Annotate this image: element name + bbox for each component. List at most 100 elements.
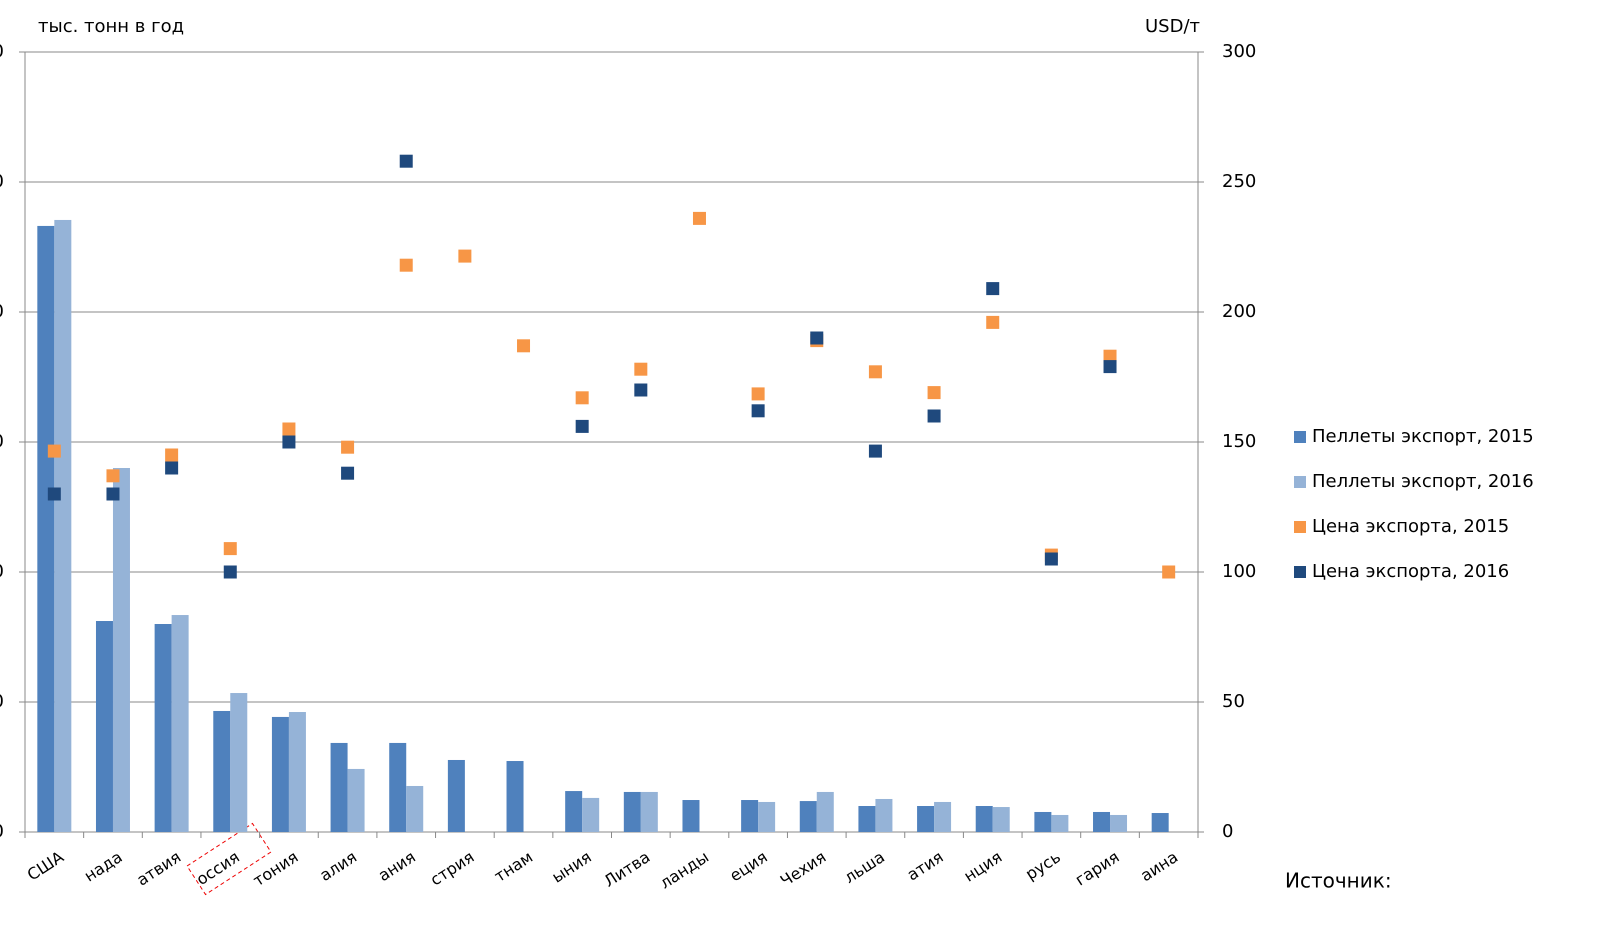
marker <box>810 331 824 345</box>
bar <box>54 219 72 832</box>
bar <box>288 712 306 832</box>
x-tick-label: ыния <box>548 847 595 886</box>
bar <box>875 798 893 832</box>
marker <box>751 404 765 418</box>
bar <box>858 806 876 832</box>
bar <box>741 800 759 832</box>
y-tick-label: 3000 <box>0 431 4 452</box>
marker <box>282 422 296 436</box>
y-tick-label: 4000 <box>0 301 4 322</box>
bar <box>816 791 834 832</box>
x-tick-label: атвия <box>133 847 184 889</box>
highlight-box <box>186 822 272 896</box>
bar <box>389 742 407 832</box>
bar <box>447 759 465 832</box>
bar <box>230 693 248 832</box>
marker <box>47 444 61 458</box>
bar <box>565 791 583 832</box>
bar <box>95 621 113 832</box>
bar <box>917 806 935 832</box>
bar <box>406 785 424 832</box>
x-tick-label: Чехия <box>777 847 830 890</box>
bar <box>758 801 776 832</box>
y2-tick-label: 250 <box>1222 171 1256 192</box>
marker <box>751 387 765 401</box>
bar <box>682 800 700 832</box>
marker <box>634 362 648 376</box>
bar <box>992 807 1010 832</box>
x-tick-label: русь <box>1022 847 1064 884</box>
x-tick-label: США <box>24 847 67 884</box>
x-tick-label: атия <box>904 847 947 884</box>
bar <box>582 797 600 832</box>
marker <box>399 154 413 168</box>
marker <box>458 249 472 263</box>
y2-tick-label: 50 <box>1222 691 1245 712</box>
marker <box>634 383 648 397</box>
marker <box>399 258 413 272</box>
x-tick-label: нада <box>81 847 126 885</box>
marker <box>1044 552 1058 566</box>
bar <box>330 742 348 832</box>
marker <box>165 461 179 475</box>
y-tick-label: 6000 <box>0 41 4 62</box>
marker <box>517 339 531 353</box>
x-tick-label: еция <box>726 847 771 885</box>
marker <box>106 487 120 501</box>
y2-tick-label: 300 <box>1222 41 1256 62</box>
marker <box>986 315 1000 329</box>
bar <box>506 761 524 832</box>
marker <box>47 487 61 501</box>
y-tick-label: 2000 <box>0 561 4 582</box>
bar <box>975 806 993 832</box>
bar <box>1110 814 1128 832</box>
marker <box>1162 565 1176 579</box>
x-tick-label: гария <box>1072 847 1123 889</box>
legend-label: Пеллеты экспорт, 2015 <box>1312 426 1534 447</box>
x-tick-label: аина <box>1137 847 1181 885</box>
marker <box>282 435 296 449</box>
x-tick-label: нция <box>960 847 1005 885</box>
marker <box>341 440 355 454</box>
legend-swatch <box>1294 431 1306 443</box>
bar <box>112 468 130 832</box>
y2-tick-label: 0 <box>1222 821 1233 842</box>
marker <box>986 282 1000 296</box>
x-tick-label: ания <box>375 847 419 885</box>
source-label: Источник: <box>1285 869 1392 893</box>
marker <box>1103 360 1117 374</box>
bar <box>1151 813 1169 832</box>
bar <box>37 225 55 832</box>
legend-label: Цена экспорта, 2016 <box>1312 561 1509 582</box>
legend-label: Пеллеты экспорт, 2016 <box>1312 471 1534 492</box>
marker <box>927 386 941 400</box>
x-tick-label: стрия <box>427 847 478 889</box>
y-tick-label: 1000 <box>0 691 4 712</box>
x-tick-label: Литва <box>600 847 653 891</box>
legend-swatch <box>1294 476 1306 488</box>
bar <box>154 624 172 832</box>
marker <box>106 469 120 483</box>
marker <box>223 542 237 556</box>
x-tick-label: оссия <box>193 847 243 889</box>
y2-axis-label: USD/т <box>1145 16 1200 37</box>
y-tick-label: 5000 <box>0 171 4 192</box>
y2-tick-label: 150 <box>1222 431 1256 452</box>
x-tick-label: тония <box>250 847 302 890</box>
x-tick-label: тнам <box>491 847 536 886</box>
marker <box>341 466 355 480</box>
legend-label: Цена экспорта, 2015 <box>1312 516 1509 537</box>
legend-swatch <box>1294 566 1306 578</box>
bar <box>213 710 231 832</box>
bar <box>1034 811 1052 832</box>
x-tick-label: льша <box>841 847 888 887</box>
marker <box>692 211 706 225</box>
y-axis-label: тыс. тонн в год <box>38 16 184 37</box>
x-tick-label: алия <box>316 847 360 885</box>
y2-tick-label: 200 <box>1222 301 1256 322</box>
bar <box>799 801 817 832</box>
bar <box>1093 811 1111 832</box>
legend-swatch <box>1294 521 1306 533</box>
bar <box>1051 814 1069 832</box>
